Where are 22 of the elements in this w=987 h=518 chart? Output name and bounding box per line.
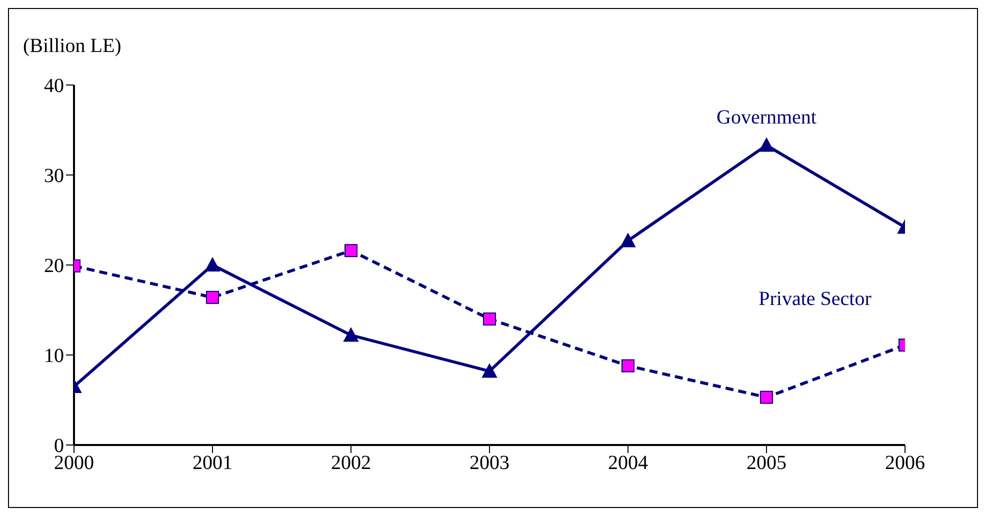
y-tick-label: 10 (44, 345, 64, 368)
point (483, 312, 496, 326)
x-tick-label: 2005 (746, 452, 786, 474)
x-tick-label: 2004 (608, 452, 648, 474)
y-axis-title: (Billion LE) (23, 35, 122, 58)
x-tick-label: 2002 (331, 452, 371, 474)
point (760, 390, 773, 404)
y-tick-label: 30 (44, 165, 64, 188)
x-tick-label: 2006 (885, 452, 925, 474)
point (344, 328, 358, 342)
series-label: Government (716, 106, 817, 128)
x-tick-label: 2003 (470, 452, 510, 474)
y-tick-label: 20 (44, 255, 64, 278)
point (759, 138, 774, 152)
point (620, 233, 636, 248)
text: Private Sector (758, 288, 872, 310)
point (622, 359, 634, 372)
point (344, 244, 358, 258)
x-tick-label: 2000 (54, 452, 94, 474)
point (482, 364, 497, 378)
x-tick-label: 2001 (192, 452, 232, 474)
y-tick-label: 40 (44, 75, 64, 98)
